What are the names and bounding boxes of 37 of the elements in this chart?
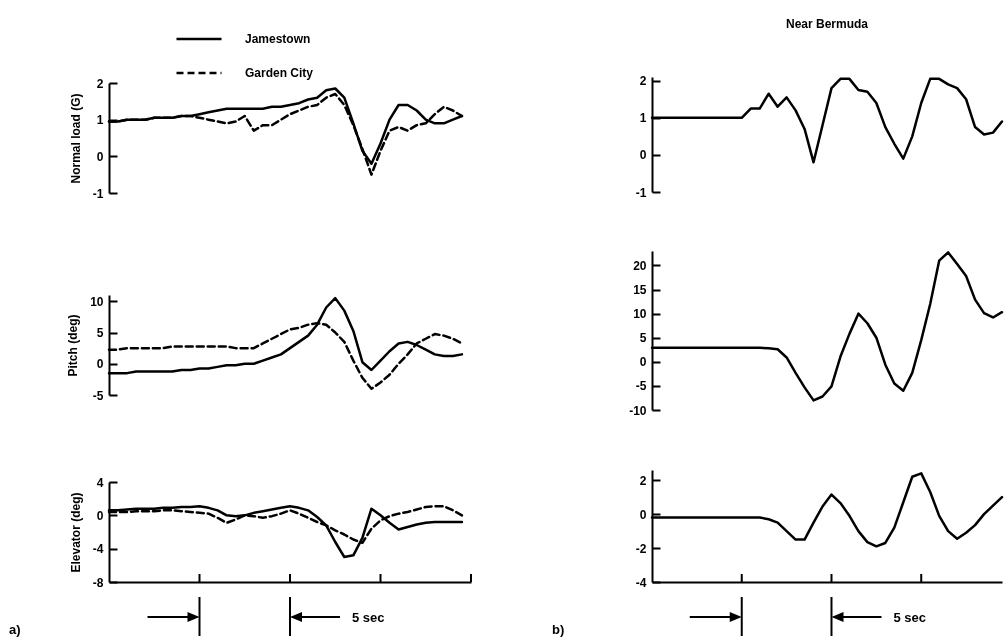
y-tick-label: 1	[639, 111, 647, 126]
y-tick-label: -4	[635, 575, 647, 590]
y-axis-title: Elevator (deg)	[68, 492, 83, 573]
y-tick-label: 0	[96, 508, 104, 523]
y-tick-label: -8	[92, 575, 104, 590]
y-tick-label: -1	[92, 186, 104, 201]
legend-label: Garden City	[245, 66, 314, 80]
legend-label: Jamestown	[245, 32, 311, 46]
text: 5 sec	[352, 610, 385, 625]
text: a)	[9, 622, 21, 637]
text: 5 sec	[893, 610, 927, 625]
y-tick-label: 10	[90, 294, 104, 309]
y-tick-label: 4	[96, 475, 104, 490]
y-tick-label: 0	[639, 355, 647, 370]
y-tick-label: 5	[96, 326, 104, 340]
y-tick-label: 0	[96, 149, 104, 164]
y-tick-label: -10	[629, 403, 647, 418]
y-axis-title: Pitch (deg)	[66, 314, 81, 377]
y-tick-label: 0	[639, 148, 647, 163]
y-tick-label: 1	[96, 113, 104, 128]
chart-title: Near Bermuda	[785, 16, 869, 31]
y-tick-label: 0	[639, 507, 647, 522]
y-tick-label: 2	[639, 473, 647, 488]
y-tick-label: 0	[96, 357, 104, 372]
y-tick-label: -5	[635, 379, 647, 394]
y-tick-label: 15	[633, 283, 647, 298]
y-tick-label: -5	[92, 388, 104, 403]
text: b)	[552, 622, 565, 637]
y-tick-label: 5	[639, 331, 647, 346]
y-tick-label: 2	[639, 74, 647, 89]
y-tick-label: 10	[633, 307, 647, 322]
y-tick-label: -4	[92, 542, 104, 557]
y-tick-label: 20	[633, 258, 647, 273]
y-axis-title: Normal load (G)	[68, 93, 83, 184]
y-tick-label: -2	[635, 541, 647, 556]
y-tick-label: -1	[635, 185, 647, 200]
y-tick-label: 2	[96, 76, 104, 91]
